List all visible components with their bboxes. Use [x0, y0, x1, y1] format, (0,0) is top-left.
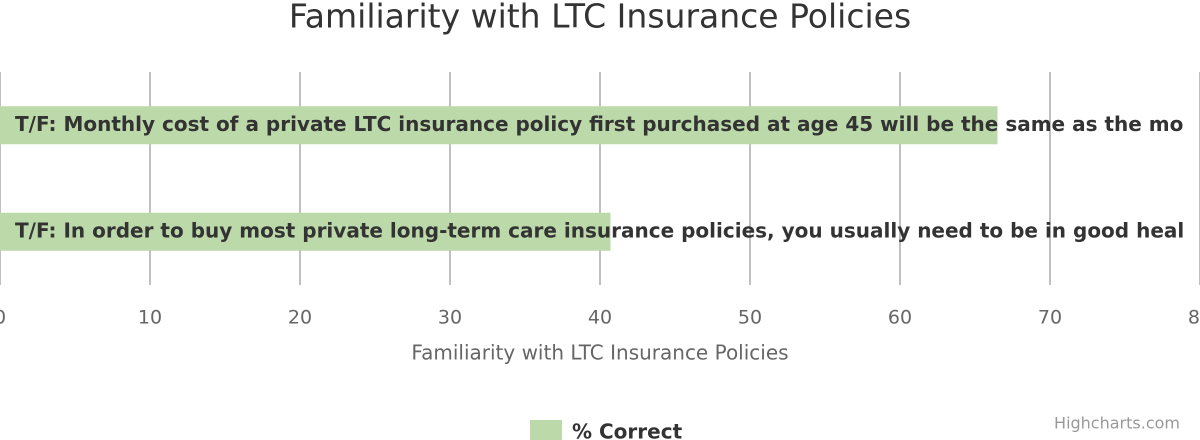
x-tick-label: 50 [738, 307, 762, 329]
axis-title: Familiarity with LTC Insurance Policies [411, 341, 788, 365]
x-tick-label: 0 [0, 307, 6, 329]
category-label: T/F: In order to buy most private long-t… [15, 218, 1184, 242]
x-tick-label: 10 [138, 307, 162, 329]
category-label: T/F: Monthly cost of a private LTC insur… [15, 112, 1183, 136]
x-tick-label: 60 [888, 307, 912, 329]
bar [0, 106, 998, 145]
legend-label: % Correct [572, 420, 683, 440]
legend-symbol [530, 420, 562, 440]
x-tick-label: 40 [588, 307, 612, 329]
x-tick-label: 80 [1188, 307, 1200, 329]
x-tick-label: 30 [438, 307, 462, 329]
x-tick-label: 70 [1038, 307, 1062, 329]
bar [0, 212, 611, 251]
chart-title: Familiarity with LTC Insurance Policies [289, 0, 911, 36]
credit: Highcharts.com [1054, 414, 1180, 433]
x-tick-label: 20 [288, 307, 312, 329]
